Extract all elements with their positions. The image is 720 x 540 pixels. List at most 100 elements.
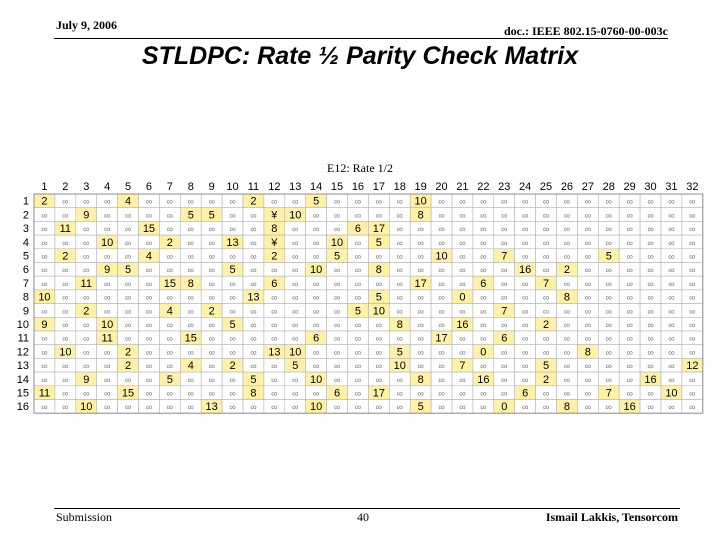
matrix-cell-value: ∞ [83,361,89,371]
matrix-cell-value: ∞ [438,279,444,289]
matrix-cell-value: ∞ [41,347,47,357]
matrix-cell-value: ∞ [188,252,194,262]
matrix-cell-value: ∞ [501,265,507,275]
matrix-cell-value: 5 [334,251,340,263]
matrix-cell-value: ∞ [585,238,591,248]
matrix-cell-value: ∞ [397,334,403,344]
matrix-cell-value: ∞ [83,389,89,399]
matrix-cell-value: ∞ [167,320,173,330]
matrix-cell-value: 6 [355,223,361,235]
matrix-cell-value: ∞ [313,389,319,399]
matrix-cell-value: ∞ [355,402,361,412]
matrix-cell-value: 10 [310,264,322,276]
matrix-cell-value: ∞ [585,197,591,207]
matrix-cell-value: ∞ [459,252,465,262]
matrix-cell-value: 9 [41,319,47,331]
matrix-cell-value: ∞ [376,375,382,385]
column-header-24: 24 [519,181,531,193]
slide-title: STLDPC: Rate ½ Parity Check Matrix [141,42,579,70]
matrix-cell-value: 11 [39,388,50,400]
matrix-cell-value: ∞ [208,252,214,262]
matrix-cell-value: ∞ [125,210,131,220]
matrix-cell-value: 4 [167,305,173,317]
matrix-cell-value: ∞ [689,293,695,303]
matrix-cell-value: ∞ [417,252,423,262]
matrix-cell-value: 8 [564,292,570,304]
matrix-cell-value: ∞ [376,334,382,344]
matrix-cell-value: ∞ [689,347,695,357]
matrix-cell-value: ∞ [355,238,361,248]
matrix-cell-value: ∞ [647,293,653,303]
column-header-17: 17 [373,181,385,193]
matrix-cell-value: ∞ [397,306,403,316]
matrix-cell-value: ∞ [585,210,591,220]
matrix-cell-value: 10 [310,401,322,413]
matrix-cell-value: ∞ [208,375,214,385]
matrix-cell-value: ∞ [585,224,591,234]
matrix-cell-value: ∞ [334,347,340,357]
matrix-cell-value: 2 [62,251,68,263]
matrix-cell-value: 6 [522,388,528,400]
matrix-cell-value: ∞ [689,402,695,412]
matrix-cell-value: ∞ [83,197,89,207]
matrix-cell-value: ∞ [459,389,465,399]
matrix-cell-value: ∞ [292,389,298,399]
matrix-cell-value: ∞ [146,402,152,412]
matrix-cell-value: ∞ [397,389,403,399]
matrix-cell-value: ∞ [522,238,528,248]
matrix-cell-value: ∞ [125,238,131,248]
matrix-cell-value: ∞ [355,265,361,275]
matrix-cell-value: ∞ [104,224,110,234]
matrix-cell-value: 10 [394,360,406,372]
matrix-cell-value: ∞ [250,402,256,412]
matrix-cell-value: 5 [167,374,173,386]
header-rule [54,38,668,39]
matrix-cell-value: 5 [376,237,382,249]
matrix-cell-value: ∞ [606,375,612,385]
matrix-cell-value: ∞ [564,320,570,330]
matrix-cell-value: ∞ [62,210,68,220]
matrix-cell-value: ∞ [397,224,403,234]
matrix-cell-value: ∞ [689,252,695,262]
matrix-cell-value: ∞ [188,375,194,385]
row-header-7: 7 [23,278,29,290]
matrix-cell-value: ∞ [585,320,591,330]
matrix-cell-value: ∞ [606,361,612,371]
matrix-cell-value: ∞ [167,361,173,371]
matrix-cell-value: 6 [334,388,340,400]
matrix-cell-value: ∞ [480,361,486,371]
matrix-cell-value: ∞ [459,306,465,316]
matrix-cell-value: 10 [310,374,322,386]
column-header-14: 14 [310,181,322,193]
matrix-cell-value: ∞ [543,334,549,344]
matrix-cell-value: ∞ [438,197,444,207]
matrix-cell-value: 5 [229,264,235,276]
matrix-cell-value: ∞ [83,334,89,344]
matrix-cell-value: ∞ [585,402,591,412]
matrix-cell-value: ∞ [501,389,507,399]
matrix-cell-value: ∞ [480,238,486,248]
matrix-cell-value: ∞ [480,224,486,234]
matrix-cell-value: ∞ [417,265,423,275]
matrix-cell-value: 2 [209,305,215,317]
matrix-cell-value: ∞ [397,279,403,289]
matrix-cell-value: ∞ [480,197,486,207]
matrix-cell-value: ∞ [606,224,612,234]
matrix-cell-value: ∞ [188,265,194,275]
column-header-22: 22 [477,181,489,193]
matrix-cell-value: 11 [101,333,112,345]
matrix-cell-value: ∞ [626,306,632,316]
matrix-cell-value: 16 [477,374,489,386]
matrix-cell-value: ∞ [438,389,444,399]
matrix-cell-value: ∞ [585,375,591,385]
matrix-cell-value: ∞ [250,265,256,275]
matrix-cell-value: 15 [185,333,197,345]
column-header-5: 5 [125,181,131,193]
matrix-cell-value: ∞ [355,334,361,344]
matrix-cell-value: ∞ [62,389,68,399]
matrix-cell-value: ∞ [229,334,235,344]
matrix-cell-value: ∞ [626,197,632,207]
matrix-cell-value: ∞ [626,293,632,303]
column-header-9: 9 [209,181,215,193]
column-header-27: 27 [582,181,594,193]
